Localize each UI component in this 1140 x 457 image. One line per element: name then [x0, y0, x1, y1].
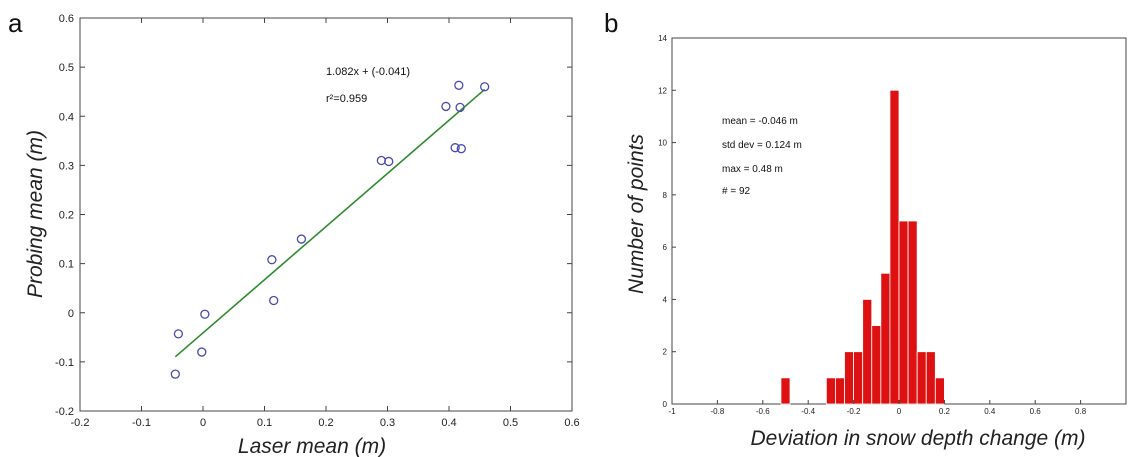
panel-a-y-tick-label: 0.4 [59, 111, 74, 123]
panel-a-data-point [173, 329, 184, 339]
panel-a-x-tick-label: 0.3 [380, 417, 395, 429]
panel-a-data-point [197, 347, 207, 357]
panel-a-data-point [296, 234, 307, 244]
panel-b-x-ticks: -1 -0.8 -0.6 -0.4 -0.2 0 0.2 0.4 0.6 0.8 [668, 400, 1087, 416]
panel-a-data-point [450, 143, 460, 153]
panel-b-x-tick-label: 0.8 [1075, 407, 1087, 416]
panel-b-std-dev-label: std dev = 0.124 m [722, 140, 802, 151]
panel-a-data-point [269, 295, 279, 306]
panel-a-data-point [267, 255, 277, 265]
panel-b-y-tick-label: 10 [658, 139, 667, 148]
panel-b-count-label: # = 92 [722, 186, 751, 197]
panel-b-y-tick-label: 2 [663, 348, 668, 357]
panel-a-data-point [480, 82, 490, 92]
panel-b-y-tick-label: 4 [663, 295, 668, 304]
panel-a-x-ticks: -0.2 -0.1 0 0.1 0.2 0.3 0.4 0.5 0.6 [71, 18, 580, 429]
panel-a-data-point [384, 156, 394, 167]
panel-a-x-tick-label: 0.4 [441, 417, 456, 429]
panel-b-max-label: max = 0.48 m [722, 164, 783, 175]
panel-b-x-tick-label: -0.8 [711, 407, 725, 416]
panel-b-y-tick-label: 14 [658, 34, 667, 43]
panel-a-x-tick-label: 0.6 [564, 417, 579, 429]
panel-a-x-tick-label: 0.2 [318, 417, 333, 429]
panel-b-bar [825, 377, 836, 405]
panel-b-bar [871, 325, 882, 405]
panel-a-y-ticks: -0.2 -0.1 0 0.1 0.2 0.3 0.4 0.5 0.6 [55, 13, 572, 418]
panel-a-points [170, 80, 490, 379]
panel-a-y-axis-title: Probing mean (m) [24, 130, 47, 298]
panel-a-x-tick-label: -0.1 [132, 417, 151, 429]
panel-b-x-tick-label: -0.2 [847, 407, 861, 416]
panel-a-y-tick-label: -0.2 [55, 406, 74, 418]
panel-a-x-tick-label: 0.1 [257, 417, 272, 429]
panel-a-plot-frame [79, 17, 573, 412]
panel-a-data-point [200, 309, 210, 319]
panel-a-r-squared: r²=0.959 [326, 93, 367, 105]
panel-b-bar [916, 351, 927, 405]
panel-b-bar [835, 377, 845, 405]
panel-a-y-tick-label: 0.2 [59, 210, 74, 222]
panel-a-y-tick-label: -0.1 [55, 357, 74, 369]
panel-b-y-tick-label: 6 [663, 243, 668, 252]
panel-a-letter: a [8, 8, 23, 38]
panel-b-x-tick-label: 0.2 [939, 407, 951, 416]
panel-a-data-point [455, 102, 465, 113]
panel-b-bar [880, 272, 891, 405]
panel-a-y-tick-label: 0.5 [59, 62, 74, 74]
panel-b-bar [925, 351, 936, 405]
panel-b-bar [862, 299, 873, 405]
panel-b-y-tick-label: 8 [663, 191, 668, 200]
panel-b-bars [780, 89, 945, 405]
panel-a-x-tick-label: 0.5 [503, 417, 518, 429]
panel-a-x-axis-title: Laser mean (m) [238, 435, 386, 457]
panel-b-bar [889, 89, 900, 405]
panel-b-x-tick-label: 0 [897, 407, 902, 416]
panel-b-x-tick-label: -0.4 [801, 407, 815, 416]
panel-a-fit-line [174, 88, 486, 358]
panel-b-y-tick-label: 12 [658, 86, 667, 95]
panel-b-bar [853, 351, 864, 405]
panel-b-bar [907, 220, 918, 405]
panel-a-y-tick-label: 0 [68, 308, 74, 320]
panel-b-bar [898, 220, 909, 405]
panel-b-x-tick-label: 0.4 [984, 407, 996, 416]
panel-a-x-tick-label: 0 [200, 417, 206, 429]
panel-a-y-tick-label: 0.6 [59, 13, 74, 25]
panel-a-x-tick-label: -0.2 [71, 417, 90, 429]
panel-a-y-tick-label: 0.3 [59, 160, 74, 172]
panel-a-equation: 1.082x + (-0.041) [326, 66, 410, 78]
panel-b-y-axis-title: Number of points [625, 134, 648, 294]
panel-b-y-ticks: 0 2 4 6 8 10 12 14 [658, 34, 676, 409]
panel-b-y-tick-label: 0 [663, 400, 668, 409]
panel-a-data-point [456, 144, 466, 154]
panel-a-y-tick-label: 0.1 [59, 259, 74, 271]
panel-a-data-point [454, 80, 464, 90]
panel-b-x-tick-label: -1 [668, 407, 676, 416]
panel-a-data-point [441, 101, 451, 112]
panel-b-x-tick-label: 0.6 [1030, 407, 1042, 416]
panel-b-bar [934, 377, 945, 405]
panel-b-mean-label: mean = -0.046 m [722, 116, 798, 127]
panel-b-bar [844, 351, 855, 405]
panel-b-bar [780, 377, 791, 405]
panel-b-letter: b [604, 8, 618, 38]
panel-b-x-tick-label: -0.6 [756, 407, 770, 416]
panel-b-histogram: b 0 2 4 6 8 10 12 14 -1 -0.8 -0.6 -0.4 -0.2 0 0.2 0.4 0… [604, 8, 1127, 450]
panel-a-scatter-chart: a -0.2 -0.1 0 0.1 0.2 0.3 0.4 0.5 0.6 -0.2 -0.1 0 0… [8, 8, 580, 457]
panel-a-data-point [170, 369, 180, 379]
panel-b-x-axis-title: Deviation in snow depth change (m) [750, 427, 1085, 450]
